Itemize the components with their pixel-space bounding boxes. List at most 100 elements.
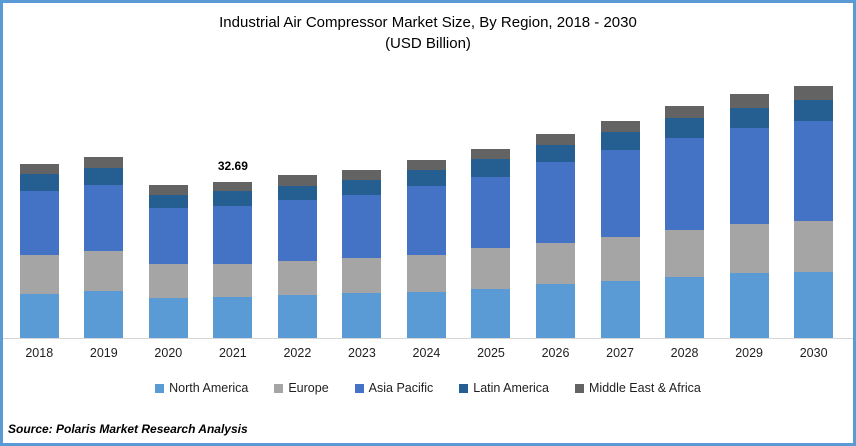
bar-column-2026 — [523, 70, 588, 338]
bar-segment — [342, 195, 382, 259]
legend-item: Europe — [274, 381, 329, 395]
legend-item: Latin America — [459, 381, 549, 395]
chart-title-line1: Industrial Air Compressor Market Size, B… — [219, 14, 637, 31]
bar-column-2024 — [394, 70, 459, 338]
x-axis-label: 2021 — [218, 346, 247, 360]
bar-segment — [19, 255, 59, 294]
x-axis-label: 2024 — [412, 346, 441, 360]
bar-segment — [148, 185, 188, 195]
bar-segment — [277, 175, 317, 186]
bar-segment — [84, 185, 124, 252]
bar-segment — [665, 137, 705, 231]
x-axis-label: 2019 — [89, 346, 118, 360]
bar-segment — [729, 224, 769, 273]
stacked-bar-2026 — [536, 133, 576, 338]
bar-segment — [19, 163, 59, 174]
stacked-bar-2027 — [600, 120, 640, 338]
x-axis-label: 2018 — [25, 346, 54, 360]
legend-label: Europe — [288, 381, 329, 395]
bar-column-2019 — [72, 70, 137, 338]
bar-segment — [84, 168, 124, 186]
bar-segment — [600, 150, 640, 237]
legend-label: North America — [169, 381, 249, 395]
x-axis-label: 2027 — [606, 346, 634, 360]
stacked-bar-2029 — [729, 94, 769, 338]
legend-swatch-icon — [155, 383, 165, 393]
bar-segment — [19, 293, 59, 338]
bar-column-2022 — [265, 70, 330, 338]
stacked-bar-2022 — [277, 175, 317, 338]
legend-item: Asia Pacific — [354, 381, 434, 395]
x-axis-label: 2029 — [735, 346, 764, 360]
bar-segment — [729, 94, 769, 108]
bar-segment — [342, 293, 382, 338]
stacked-bar-2021 — [213, 181, 253, 338]
x-axis-labels: 2018 2019 2020 2021 2022 2023 2024 2025 2026 2027… — [7, 346, 846, 360]
bar-column-2028 — [652, 70, 717, 338]
bar-segment — [471, 247, 511, 289]
x-axis-label: 2020 — [154, 346, 183, 360]
bar-column-2025 — [459, 70, 524, 338]
bar-segment — [84, 291, 124, 338]
bar-segment — [406, 254, 446, 292]
bar-segment — [794, 221, 834, 272]
bar-column-2018 — [7, 70, 72, 338]
legend-label: Middle East & Africa — [589, 381, 701, 395]
stacked-bar-2025 — [471, 148, 511, 338]
bar-segment — [536, 144, 576, 162]
bar-segment — [213, 263, 253, 297]
legend-label: Asia Pacific — [368, 381, 434, 395]
bar-segment — [600, 236, 640, 282]
legend-label: Latin America — [473, 381, 549, 395]
bar-segment — [665, 230, 705, 277]
chart-title: Industrial Air Compressor Market Size, B… — [3, 12, 853, 54]
x-axis-line — [3, 338, 853, 339]
bar-segment — [471, 288, 511, 338]
bar-segment — [406, 159, 446, 170]
bar-segment — [600, 132, 640, 151]
x-axis-label: 2028 — [670, 346, 699, 360]
legend-swatch-icon — [575, 383, 584, 393]
bar-segment — [148, 194, 188, 209]
stacked-bar-2030 — [794, 86, 834, 338]
bar-segment — [729, 107, 769, 128]
bar-segment — [277, 295, 317, 338]
bar-segment — [471, 159, 511, 177]
bar-segment — [406, 186, 446, 255]
bar-segment — [19, 173, 59, 191]
bar-segment — [342, 180, 382, 196]
source-note: Source: Polaris Market Research Analysis — [8, 422, 248, 436]
bar-segment — [600, 120, 640, 133]
bar-segment — [213, 205, 253, 264]
bar-segment — [148, 208, 188, 265]
bar-segment — [406, 291, 446, 338]
bar-segment — [729, 127, 769, 225]
bar-column-2023 — [330, 70, 395, 338]
stacked-bar-2018 — [19, 163, 59, 338]
bar-segment — [148, 264, 188, 298]
bar-segment — [665, 105, 705, 119]
bar-segment — [794, 86, 834, 100]
stacked-bar-2019 — [84, 156, 124, 338]
bar-segment — [213, 296, 253, 338]
x-axis-label: 2030 — [799, 346, 828, 360]
bar-segment — [536, 133, 576, 145]
bar-segment — [471, 148, 511, 160]
x-axis-label: 2022 — [283, 346, 312, 360]
stacked-bar-2020 — [148, 185, 188, 338]
data-label: 32.69 — [217, 158, 248, 173]
legend-item: North America — [155, 381, 248, 395]
bar-segment — [794, 99, 834, 121]
bar-segment — [665, 276, 705, 338]
bar-segment — [406, 169, 446, 187]
bar-column-2021: 32.69 — [201, 70, 266, 338]
bar-segment — [84, 251, 124, 292]
bar-segment — [536, 161, 576, 244]
plot-area: 32.69 — [7, 70, 846, 338]
stacked-bar-2024 — [406, 159, 446, 338]
legend-swatch-icon — [274, 383, 284, 393]
bar-segment — [536, 243, 576, 284]
bar-column-2020 — [136, 70, 201, 338]
legend-swatch-icon — [354, 383, 364, 393]
